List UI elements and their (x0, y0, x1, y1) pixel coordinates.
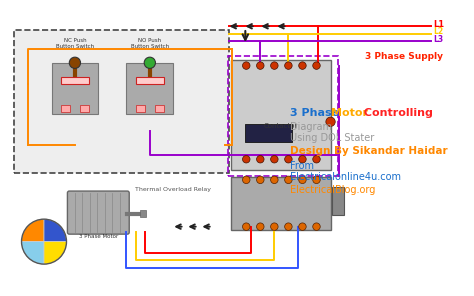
Text: 3 Phase: 3 Phase (290, 108, 343, 118)
FancyBboxPatch shape (332, 187, 344, 215)
Text: L3: L3 (434, 35, 444, 44)
Circle shape (271, 223, 278, 230)
FancyBboxPatch shape (80, 105, 89, 112)
FancyBboxPatch shape (61, 105, 70, 112)
Circle shape (256, 223, 264, 230)
Circle shape (271, 62, 278, 69)
Text: Contactor: Contactor (264, 123, 298, 129)
FancyBboxPatch shape (52, 63, 98, 114)
Circle shape (243, 176, 250, 184)
Circle shape (271, 155, 278, 163)
Text: ElectricalBlog.org: ElectricalBlog.org (290, 184, 376, 194)
Circle shape (243, 155, 250, 163)
Circle shape (69, 57, 81, 68)
Circle shape (313, 155, 320, 163)
Text: From: From (290, 161, 314, 171)
Text: Thermal Overload Relay: Thermal Overload Relay (135, 187, 211, 192)
FancyBboxPatch shape (67, 191, 129, 234)
Circle shape (326, 117, 335, 126)
Circle shape (313, 223, 320, 230)
Circle shape (243, 62, 250, 69)
Circle shape (285, 223, 292, 230)
Wedge shape (21, 242, 44, 264)
Circle shape (285, 155, 292, 163)
Bar (228, 56, 338, 176)
Circle shape (243, 223, 250, 230)
Wedge shape (44, 219, 66, 242)
Circle shape (144, 57, 155, 68)
Text: L1: L1 (434, 20, 445, 29)
Text: Controlling: Controlling (360, 108, 432, 118)
FancyBboxPatch shape (231, 177, 331, 230)
Text: 3 Phase Motor: 3 Phase Motor (79, 234, 118, 239)
FancyBboxPatch shape (136, 77, 164, 84)
FancyBboxPatch shape (136, 105, 145, 112)
Circle shape (299, 155, 306, 163)
FancyBboxPatch shape (140, 210, 146, 217)
Circle shape (256, 155, 264, 163)
Circle shape (256, 62, 264, 69)
Circle shape (299, 176, 306, 184)
Text: Design By Sikandar Haidar: Design By Sikandar Haidar (290, 146, 448, 156)
Text: Motor: Motor (330, 108, 367, 118)
Text: NC Push
Button Switch: NC Push Button Switch (56, 38, 94, 49)
Text: Using DOL Stater: Using DOL Stater (290, 133, 374, 143)
Circle shape (256, 176, 264, 184)
Circle shape (285, 62, 292, 69)
Wedge shape (44, 242, 66, 264)
Circle shape (285, 176, 292, 184)
Text: Diagram: Diagram (290, 122, 332, 132)
Text: Electricalonline4u.com: Electricalonline4u.com (290, 172, 401, 182)
Circle shape (271, 176, 278, 184)
Circle shape (313, 62, 320, 69)
Circle shape (299, 62, 306, 69)
FancyBboxPatch shape (61, 77, 89, 84)
FancyBboxPatch shape (246, 124, 292, 142)
FancyBboxPatch shape (127, 63, 173, 114)
Circle shape (313, 176, 320, 184)
Text: 3 Phase Supply: 3 Phase Supply (365, 52, 443, 61)
Bar (14, 30, 229, 173)
Text: NO Push
Button Switch: NO Push Button Switch (131, 38, 169, 49)
Circle shape (299, 223, 306, 230)
Text: L2: L2 (434, 28, 444, 36)
Wedge shape (21, 219, 44, 242)
FancyBboxPatch shape (155, 105, 164, 112)
FancyBboxPatch shape (231, 60, 331, 170)
